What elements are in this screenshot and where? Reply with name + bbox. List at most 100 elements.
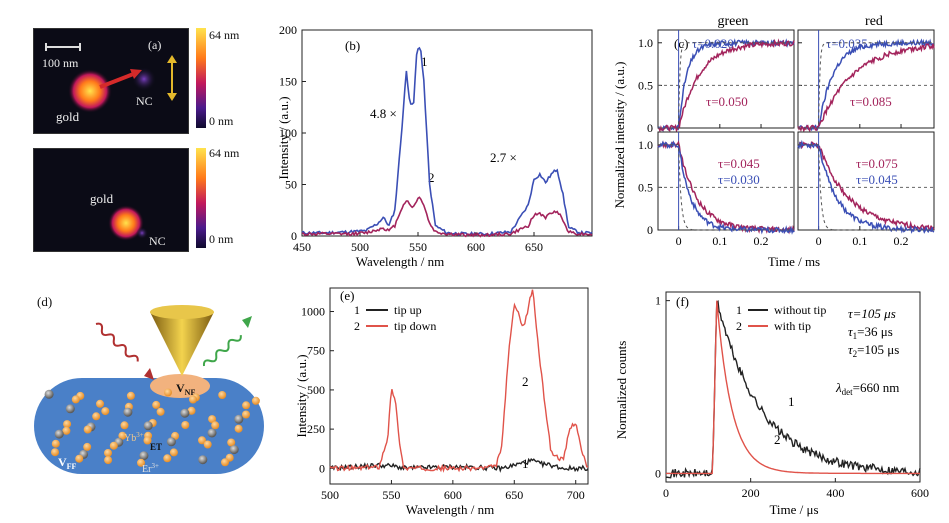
f-annot-2: 2 <box>774 432 781 447</box>
label-vff: VFF <box>58 455 77 471</box>
yb-ion <box>218 391 227 399</box>
colorbar-top <box>196 28 206 128</box>
b-annot-2: 2 <box>428 170 435 185</box>
f-lambda-det: λdet=660 nm <box>835 380 899 397</box>
tau-green-rise-red: τ=0.050 <box>706 94 748 109</box>
y-tick-label: 750 <box>307 344 325 358</box>
label-er: Er3+ <box>142 462 159 475</box>
x-tick-label: 200 <box>742 486 760 500</box>
b-annot-27: 2.7 × <box>490 150 517 165</box>
y-tick-label: 0 <box>655 466 661 480</box>
c-subplot-frame <box>797 131 935 231</box>
yb-ion <box>242 401 251 410</box>
yb-ion <box>198 436 206 445</box>
x-tick-label: 700 <box>567 488 585 502</box>
e-plot-frame <box>329 287 589 485</box>
er-ion <box>207 428 217 438</box>
e-annot-2: 2 <box>522 374 529 389</box>
e-legend-num: 2 <box>354 319 360 333</box>
panel-b-chart: (b) 1 2 4.8 × 2.7 × Wavelength / nm Inte… <box>276 23 593 269</box>
er-ion <box>65 404 75 414</box>
tau-red-decay-red: τ=0.075 <box>856 156 898 171</box>
emission-wave <box>202 335 242 367</box>
afm-image-bottom: gold NC <box>33 148 189 252</box>
yb-ion <box>189 395 197 404</box>
x-tick-label: 450 <box>293 240 311 254</box>
panel-d: (d) VNF VFF Yb3+ ET <box>0 280 300 518</box>
yb-ion <box>71 395 80 404</box>
y-tick-label: 150 <box>279 75 297 89</box>
panel-e-tag: (e) <box>340 288 354 303</box>
tau-green-decay-red: τ=0.045 <box>718 156 760 171</box>
yb-ion <box>83 442 92 451</box>
panel-c-tag: (c) <box>674 36 688 51</box>
f-ylabel: Normalized counts <box>614 341 629 440</box>
x-tick-label: 500 <box>321 488 339 502</box>
er-ion <box>44 389 54 399</box>
yb-ion <box>234 424 243 433</box>
yb-ion <box>181 421 190 429</box>
label-gold-bottom: gold <box>90 191 114 206</box>
c-curve-instrument <box>658 42 794 129</box>
panel-c-chart: (c) green red Time / ms Normalized inten… <box>612 14 935 269</box>
panel-d-tag: (d) <box>37 294 53 309</box>
y-tick-label: 200 <box>279 23 297 37</box>
yb-ion <box>101 407 110 416</box>
yb-ion <box>221 458 229 467</box>
e-series-tip-down <box>329 289 589 473</box>
c-curve-red <box>657 38 795 133</box>
yb-ion <box>227 438 236 447</box>
colorbar-top-max: 64 nm <box>209 28 240 42</box>
yb-ion <box>152 400 161 409</box>
f-series-with-tip <box>666 300 920 475</box>
c-curve-instrument <box>798 42 934 129</box>
b-annot-1: 1 <box>421 54 428 69</box>
yb-ion <box>62 426 71 435</box>
x-tick-label: 0.1 <box>712 234 727 248</box>
yb-ion <box>126 391 135 400</box>
c-col-red: red <box>865 14 883 29</box>
c-subplot-frame <box>797 29 935 129</box>
x-tick-label: 650 <box>525 240 543 254</box>
afm-image-top: 100 nm (a) gold NC <box>33 28 189 134</box>
yb-ion <box>83 425 92 434</box>
move-arrow <box>99 71 137 89</box>
er-ion <box>54 429 64 439</box>
y-tick-label: 50 <box>285 178 297 192</box>
e-series-tip-up <box>329 457 589 473</box>
yb-ion <box>75 454 84 463</box>
panel-e-chart: (e) 2 1 Wavelength / nm Intensity / (a.u… <box>294 287 589 517</box>
label-vnf: VNF <box>176 381 195 397</box>
b-series-1 <box>301 46 593 237</box>
b-ylabel: Intensity / (a.u.) <box>276 96 291 179</box>
tau-red-decay-blue: τ=0.045 <box>856 172 898 187</box>
yb-ion <box>109 441 118 450</box>
c-xlabel: Time / ms <box>768 254 820 269</box>
yb-ion <box>208 415 217 424</box>
f-legend-num: 1 <box>736 303 742 317</box>
b-plot-frame <box>301 29 593 237</box>
c-ylabel: Normalized intensity / (a.u.) <box>612 62 627 209</box>
f-tau2: τ2=105 μs <box>848 342 899 359</box>
panel-a: 100 nm (a) gold NC gold NC <box>0 0 240 260</box>
y-tick-label: 1000 <box>301 305 325 319</box>
x-tick-label: 550 <box>382 488 400 502</box>
y-tick-label: 100 <box>279 126 297 140</box>
er-ion <box>123 407 133 417</box>
colorbar-bottom <box>196 148 206 248</box>
nanocrystal <box>136 227 148 239</box>
yb-ion <box>118 431 127 440</box>
er-ion <box>166 437 176 447</box>
c-subplot-frame <box>657 29 795 129</box>
gold-particle <box>108 205 144 241</box>
colorbar-bottom-max: 64 nm <box>209 146 240 160</box>
x-tick-label: 600 <box>444 488 462 502</box>
y-tick-label: 0 <box>291 229 297 243</box>
panel-f-chart: (f) τ=105 μs τ1=36 μs τ2=105 μs λdet=660… <box>614 291 929 517</box>
f-xlabel: Time / μs <box>769 502 818 517</box>
c-curve-instrument <box>798 144 934 231</box>
y-tick-label: 0 <box>647 223 653 237</box>
e-xlabel: Wavelength / nm <box>406 502 495 517</box>
x-tick-label: 0 <box>676 234 682 248</box>
f-tau1: τ1=36 μs <box>848 324 893 341</box>
